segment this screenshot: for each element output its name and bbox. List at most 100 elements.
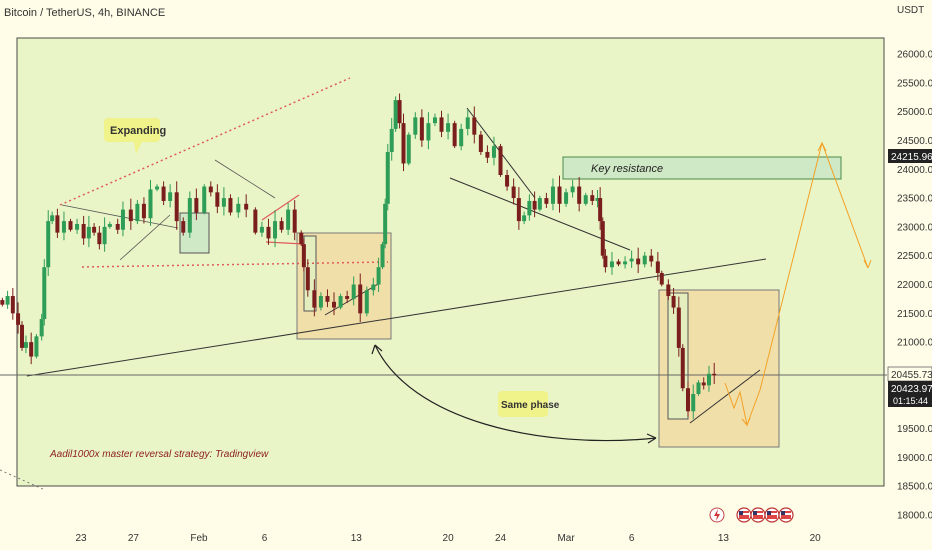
candle-body	[120, 209, 125, 230]
currency-label: USDT	[897, 5, 924, 16]
x-tick-label: Mar	[557, 533, 575, 544]
strategy-label: Aadil1000x master reversal strategy: Tra…	[49, 449, 269, 460]
candle-body	[649, 255, 654, 262]
candle-body	[371, 284, 376, 291]
candle-body	[50, 215, 55, 222]
candle-body	[452, 123, 457, 147]
arrow-head-right	[646, 433, 657, 444]
candle-body	[286, 209, 291, 230]
candle-body	[148, 189, 153, 219]
x-tick-label: 24	[495, 533, 507, 544]
candle-body	[380, 244, 385, 268]
candle-body	[712, 373, 717, 376]
long-trendline	[26, 258, 767, 377]
crosshair-price-tag: 20455.73	[887, 366, 932, 382]
candle-body	[92, 226, 97, 233]
x-tick-label: 13	[718, 533, 730, 544]
flag-icon-2[interactable]	[750, 507, 766, 523]
candle-body	[701, 382, 706, 386]
candle-body	[318, 296, 323, 308]
expanding-bottom-line	[81, 261, 389, 268]
y-tick-label: 23500.00	[897, 194, 932, 205]
y-tick-label: 18500.00	[897, 482, 932, 493]
candle-body	[338, 296, 343, 308]
candle-body	[383, 203, 388, 245]
candle-body	[20, 324, 25, 348]
candle-body	[609, 261, 614, 268]
candle-body	[174, 192, 179, 222]
candle-body	[135, 203, 140, 222]
candle-body	[629, 258, 634, 262]
event-icons[interactable]	[709, 507, 794, 523]
triangle-line-a	[61, 204, 179, 229]
candle-body	[439, 117, 444, 132]
y-tick-label: 23000.00	[897, 222, 932, 233]
wedge-line-a	[689, 369, 761, 424]
candle-body	[46, 221, 51, 268]
candle-body	[5, 296, 10, 305]
candle-body	[351, 284, 356, 299]
candle-body	[636, 258, 641, 265]
candle-body	[401, 123, 406, 164]
candle-body	[498, 146, 503, 176]
lightning-icon-glyph	[714, 509, 720, 521]
x-tick-label: 20	[810, 533, 822, 544]
candle-body	[161, 186, 166, 201]
candle-body	[680, 347, 685, 389]
candle-body	[393, 100, 398, 129]
candle-body	[61, 221, 66, 233]
candle-body	[516, 198, 521, 222]
candle-body	[279, 221, 284, 230]
y-tick-label: 24000.00	[897, 165, 932, 176]
candle-body	[187, 198, 192, 233]
candle-body	[244, 203, 249, 210]
candle-body	[141, 203, 146, 219]
candle-body	[23, 342, 28, 348]
candle-body	[426, 123, 431, 141]
candle-body	[81, 223, 86, 239]
candle-body	[505, 175, 510, 187]
candle-body	[397, 100, 402, 124]
candle-body	[706, 373, 711, 386]
flag-icon-3[interactable]	[764, 507, 780, 523]
x-tick-label: 6	[262, 533, 268, 544]
flag-icon-1[interactable]	[736, 507, 752, 523]
candle-body	[128, 209, 133, 222]
y-tick-label: 22000.00	[897, 280, 932, 291]
candle-body	[598, 198, 603, 222]
candle-body	[472, 117, 477, 135]
candle-body	[376, 267, 381, 285]
candle-body	[600, 221, 605, 256]
candle-body	[107, 223, 112, 227]
candle-body	[292, 209, 297, 233]
red-trendline-a	[261, 194, 300, 221]
y-tick-label: 19000.00	[897, 453, 932, 464]
triangle-line-b	[214, 159, 276, 199]
y-tick-label: 24500.00	[897, 136, 932, 147]
candle-body	[215, 192, 220, 207]
candle-body	[299, 232, 304, 245]
y-tick-label: 21000.00	[897, 338, 932, 349]
candle-body	[273, 221, 278, 239]
candle-body	[527, 200, 532, 216]
candle-body	[544, 198, 549, 204]
candle-body	[432, 117, 437, 124]
candle-body	[642, 255, 647, 265]
candle-body	[532, 200, 537, 210]
key-resistance-zone	[562, 156, 842, 180]
crosshair-price-value: 20455.73	[891, 370, 932, 381]
last-price-tag: 20423.97 01:15:44	[888, 381, 932, 407]
red-trendline-b	[265, 241, 305, 245]
x-tick-label: 27	[128, 533, 140, 544]
x-tick-label: 20	[443, 533, 455, 544]
candle-body	[671, 296, 676, 308]
candle-body	[459, 128, 464, 147]
candle-body	[75, 223, 80, 230]
flag-icon-4[interactable]	[778, 507, 794, 523]
candle-body	[202, 186, 207, 213]
x-tick-label: 13	[351, 533, 363, 544]
candle-body	[0, 300, 5, 305]
candle-body	[583, 195, 588, 204]
candles	[0, 93, 717, 419]
